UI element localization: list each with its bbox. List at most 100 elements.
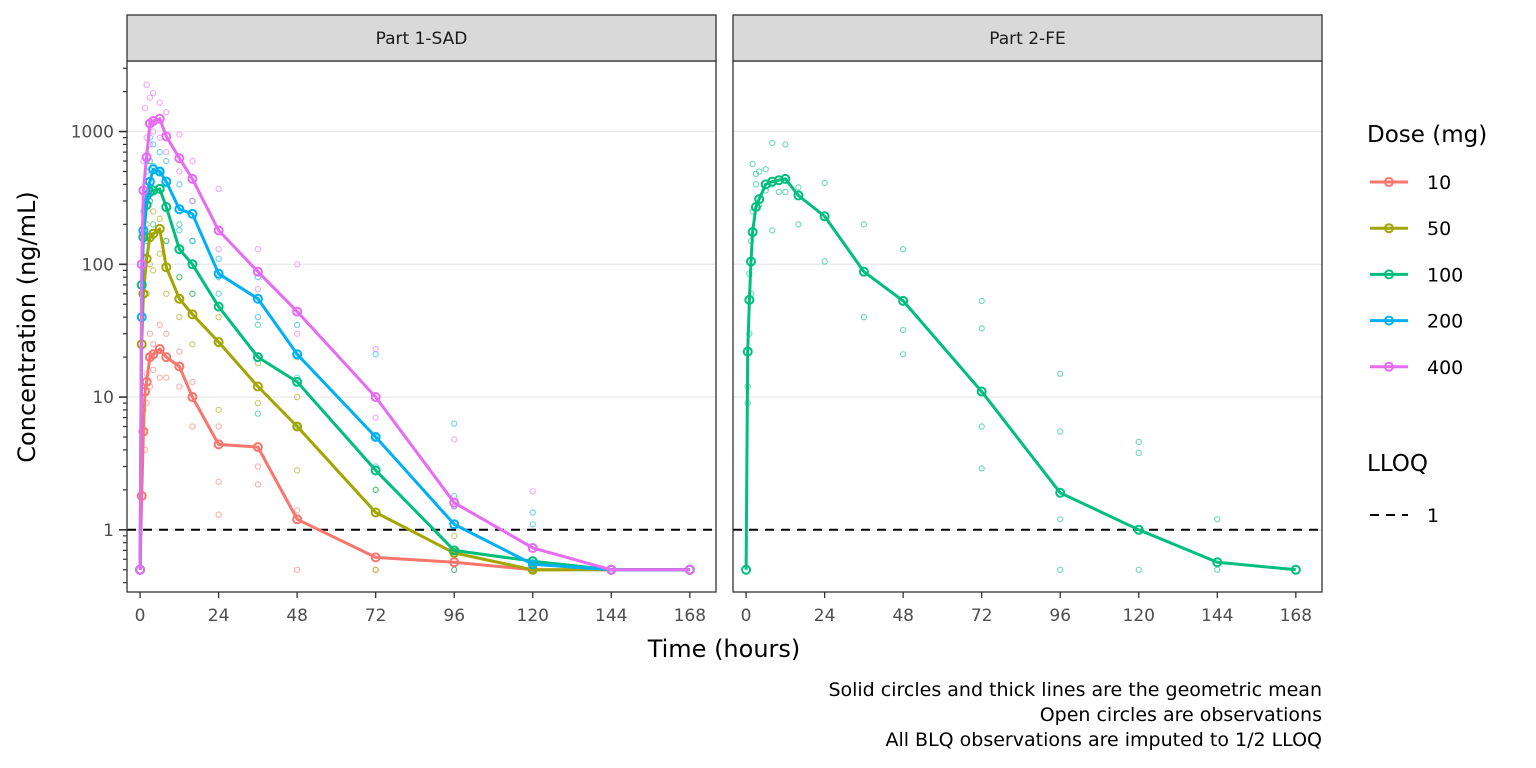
mean-point	[187, 392, 198, 403]
observation-point	[769, 227, 776, 234]
mean-point	[370, 392, 381, 403]
observation-point	[163, 237, 170, 245]
observation-point	[149, 341, 157, 348]
mean-point	[449, 497, 460, 508]
mean-point	[187, 173, 198, 184]
mean-point	[292, 421, 303, 432]
mean-point	[1055, 487, 1066, 498]
mean-point	[213, 336, 224, 347]
observation-point	[149, 141, 157, 148]
mean-point	[148, 349, 159, 360]
x-tick-label: 72	[365, 606, 387, 626]
observation-point	[163, 290, 170, 297]
observation-point	[215, 290, 222, 297]
observation-point	[149, 89, 157, 97]
observation-point	[293, 566, 301, 573]
observation-point	[254, 245, 262, 253]
observation-point	[143, 81, 150, 89]
mean-point	[1212, 557, 1223, 568]
mean-point	[213, 268, 224, 279]
mean-point	[684, 564, 695, 575]
x-tick-label: 120	[517, 606, 549, 626]
mean-point	[252, 381, 263, 392]
legend-key-point-dose-400	[1384, 361, 1394, 372]
mean-point	[1290, 564, 1301, 575]
observation-point	[775, 188, 783, 196]
observation-point	[293, 507, 301, 514]
x-tick-label: 120	[1123, 606, 1155, 626]
mean-point	[252, 293, 263, 304]
observation-point	[372, 486, 379, 494]
x-axis-title: Time (hours)	[647, 635, 801, 663]
observation-point	[156, 99, 163, 106]
x-tick-label: 144	[1201, 606, 1233, 626]
observation-point	[899, 245, 907, 253]
observation-point	[156, 374, 163, 381]
mean-point	[174, 204, 185, 215]
observation-point	[529, 488, 536, 495]
lloq-legend: LLOQ 1	[1367, 451, 1439, 527]
observation-point	[451, 436, 458, 443]
observation-point	[163, 148, 170, 156]
observation-point	[215, 406, 222, 414]
mean-point	[213, 225, 224, 236]
observation-point	[149, 366, 157, 374]
observation-point	[176, 168, 183, 175]
mean-point	[187, 309, 198, 320]
observation-point	[254, 313, 262, 321]
observation-point	[372, 414, 379, 421]
mean-point	[187, 208, 198, 219]
mean-point	[252, 442, 263, 453]
observation-point	[254, 273, 262, 281]
observation-point	[860, 221, 868, 228]
mean-point	[136, 259, 147, 270]
mean-point	[154, 183, 165, 194]
mean-point	[976, 386, 987, 397]
mean-line-dose-10	[138, 347, 690, 572]
mean-point	[747, 227, 758, 238]
facet-panel-0: Part 1-SAD 0 24 48 72 96 120 144 168 1 10 100 1000	[71, 14, 717, 626]
mean-point	[449, 545, 460, 556]
legend-key-point-dose-200	[1384, 315, 1394, 326]
observation-point	[451, 532, 458, 540]
observation-point	[899, 351, 907, 358]
y-tick-label: 10	[92, 388, 114, 408]
observation-point	[769, 139, 776, 147]
x-tick-label: 96	[1049, 606, 1071, 626]
x-tick-label: 168	[1280, 606, 1312, 626]
x-tick-label: 0	[135, 606, 146, 626]
observation-point	[215, 313, 222, 321]
mean-point	[744, 294, 755, 305]
mean-point	[292, 514, 303, 525]
mean-point	[161, 262, 172, 273]
mean-point	[161, 352, 172, 363]
observation-point	[372, 433, 379, 441]
caption-line: Solid circles and thick lines are the ge…	[828, 679, 1322, 701]
mean-point	[858, 266, 869, 277]
observation-point	[372, 566, 379, 573]
observation-point	[189, 378, 196, 386]
observation-point	[372, 345, 379, 353]
mean-point	[213, 301, 224, 312]
observation-point	[149, 208, 157, 215]
observation-point	[156, 148, 163, 156]
mean-point	[449, 519, 460, 530]
observation-point	[293, 321, 301, 329]
observation-point	[1135, 566, 1142, 573]
mean-point	[745, 256, 756, 267]
observation-point	[189, 423, 196, 430]
observation-point	[529, 509, 536, 516]
observation-point	[254, 410, 262, 417]
legend-label-dose-400: 400	[1427, 357, 1463, 379]
observation-point	[176, 227, 183, 234]
mean-point	[252, 352, 263, 363]
observation-point	[293, 423, 301, 430]
observation-point	[176, 221, 183, 228]
observation-point	[1135, 438, 1142, 446]
mean-point	[767, 176, 778, 187]
mean-point	[174, 153, 185, 164]
legend-key-point-dose-100	[1384, 269, 1394, 280]
x-tick-label: 96	[443, 606, 465, 626]
panel-background	[733, 61, 1322, 592]
mean-point	[161, 202, 172, 213]
